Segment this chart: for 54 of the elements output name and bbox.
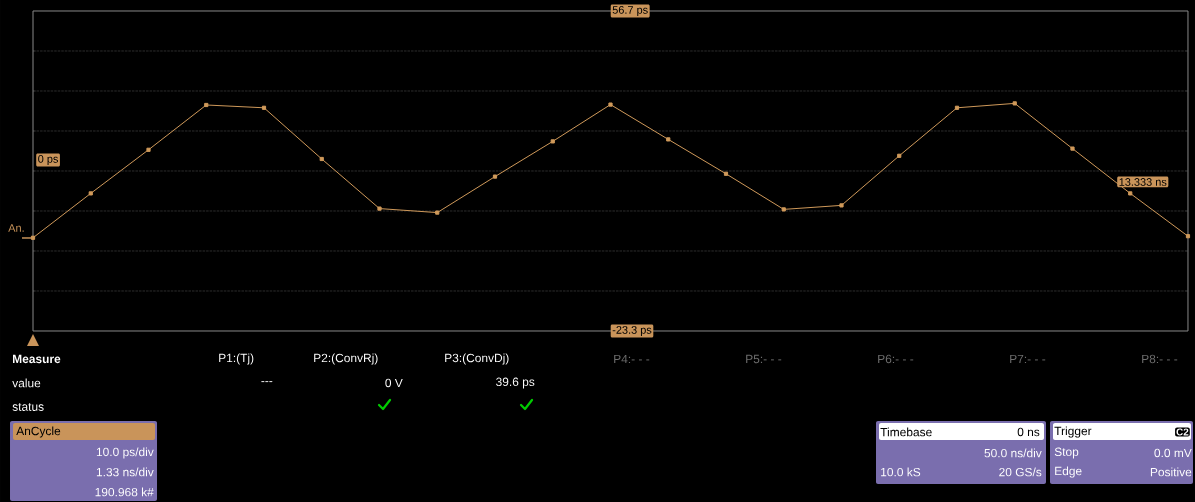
text: P8:- - - xyxy=(1142,354,1178,364)
text: Measure xyxy=(13,354,61,364)
text: An. xyxy=(8,224,24,232)
text: --- xyxy=(261,381,273,383)
text: P7:- - - xyxy=(1010,354,1046,364)
point xyxy=(204,102,209,108)
point xyxy=(146,147,151,152)
point xyxy=(435,210,440,215)
point xyxy=(839,203,844,208)
text: 0.0 mV xyxy=(1154,448,1192,458)
text: Stop xyxy=(1054,447,1079,459)
point xyxy=(1185,234,1191,239)
text: P5:- - - xyxy=(746,354,782,364)
point xyxy=(550,139,555,144)
point xyxy=(608,102,613,107)
text: AnCycle xyxy=(16,426,61,438)
y-tick-label: 56.7 ps xyxy=(612,6,648,16)
point xyxy=(1070,146,1075,151)
point xyxy=(377,206,382,211)
text: 50.0 ns/div xyxy=(984,448,1042,458)
point xyxy=(781,207,786,212)
point xyxy=(1012,101,1017,106)
point xyxy=(319,156,324,162)
text: P6:- - - xyxy=(878,354,914,364)
point xyxy=(954,105,960,110)
text: Positive xyxy=(1150,467,1192,477)
text: 190.968 k# xyxy=(95,487,154,497)
text: value xyxy=(12,378,41,388)
text: P3:(ConvDj) xyxy=(445,353,509,365)
point xyxy=(492,174,498,179)
text: 10.0 ps/div xyxy=(96,447,154,459)
text: P1:(Tj) xyxy=(219,353,254,365)
text: 0 V xyxy=(385,378,403,388)
text: P4:- - - xyxy=(614,354,650,364)
text: Edge xyxy=(1055,466,1082,478)
annotation: 0 ps xyxy=(38,155,59,165)
text: 39.6 ps xyxy=(496,377,535,389)
point xyxy=(897,153,902,158)
text: Trigger xyxy=(1054,426,1092,438)
text: 1.33 ns/div xyxy=(96,467,154,477)
text: Timebase xyxy=(880,427,932,437)
point xyxy=(261,105,267,110)
annotation: 13.333 ns xyxy=(1119,178,1167,186)
text: 10.0 kS xyxy=(881,467,921,477)
y-tick-label: -23.3 ps xyxy=(612,326,652,336)
text: 20 GS/s xyxy=(999,467,1042,477)
point xyxy=(723,171,729,176)
point xyxy=(666,137,671,142)
text: status xyxy=(12,403,44,411)
text: P2:(ConvRj) xyxy=(314,353,378,365)
text: 0 ns xyxy=(1017,427,1040,437)
point xyxy=(1128,191,1133,196)
text: C2 xyxy=(1176,428,1189,436)
point xyxy=(88,191,93,196)
